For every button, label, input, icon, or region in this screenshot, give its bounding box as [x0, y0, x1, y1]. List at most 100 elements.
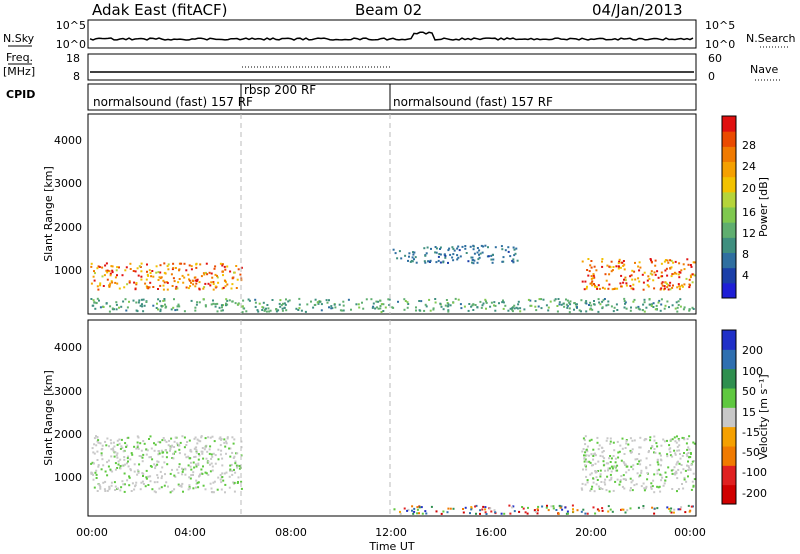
- heatmap-cell: [236, 482, 239, 484]
- heatmap-cell: [473, 252, 476, 255]
- noise-panel-frame: [87, 19, 697, 49]
- heatmap-cell: [418, 309, 421, 312]
- heatmap-cell: [110, 442, 113, 445]
- heatmap-cell: [233, 271, 235, 274]
- heatmap-cell: [610, 465, 613, 468]
- heatmap-cell: [217, 448, 220, 451]
- heatmap-cell: [664, 269, 667, 272]
- heatmap-cell: [213, 480, 216, 483]
- colorbar-segment: [722, 116, 736, 132]
- heatmap-cell: [142, 310, 145, 313]
- heatmap-cell: [224, 279, 227, 282]
- heatmap-cell: [683, 452, 685, 454]
- heatmap-cell: [189, 477, 192, 480]
- heatmap-cell: [669, 281, 672, 284]
- colorbar-segment: [722, 484, 736, 505]
- heatmap-cell: [196, 481, 199, 484]
- heatmap-cell: [556, 305, 559, 307]
- heatmap-cell: [111, 281, 114, 284]
- heatmap-cell: [609, 455, 612, 457]
- heatmap-cell: [683, 478, 686, 481]
- heatmap-cell: [611, 269, 614, 272]
- heatmap-cell: [117, 487, 119, 490]
- heatmap-cell: [212, 452, 215, 455]
- heatmap-cell: [195, 486, 197, 489]
- heatmap-cell: [190, 281, 192, 284]
- y-tick-3000: 3000: [54, 177, 82, 190]
- velocity-y-ticks: 1000 2000 3000 4000: [54, 341, 82, 484]
- heatmap-cell: [205, 457, 208, 460]
- heatmap-cell: [210, 491, 213, 493]
- heatmap-cell: [678, 444, 681, 447]
- heatmap-cell: [447, 507, 450, 510]
- heatmap-cell: [512, 505, 515, 508]
- heatmap-cell: [561, 508, 564, 511]
- heatmap-cell: [638, 446, 641, 449]
- heatmap-cell: [157, 279, 160, 281]
- heatmap-cell: [627, 469, 630, 472]
- heatmap-cell: [578, 309, 581, 312]
- heatmap-cell: [607, 287, 610, 290]
- heatmap-cell: [680, 506, 683, 509]
- heatmap-cell: [558, 303, 561, 306]
- heatmap-cell: [545, 304, 548, 307]
- heatmap-cell: [96, 490, 99, 492]
- heatmap-cell: [437, 259, 440, 262]
- heatmap-cell: [203, 273, 206, 276]
- heatmap-cell: [630, 451, 633, 454]
- heatmap-cell: [592, 477, 595, 480]
- heatmap-cell: [678, 262, 681, 265]
- heatmap-cell: [277, 309, 280, 312]
- colorbar-segment: [722, 131, 736, 147]
- heatmap-cell: [592, 273, 595, 276]
- heatmap-cell: [230, 287, 233, 290]
- heatmap-cell: [662, 484, 665, 487]
- heatmap-cell: [625, 282, 628, 285]
- heatmap-cell: [650, 305, 653, 307]
- heatmap-cell: [464, 245, 467, 247]
- heatmap-cell: [160, 304, 163, 307]
- heatmap-cell: [692, 485, 695, 488]
- heatmap-cell: [568, 301, 571, 304]
- heatmap-cell: [181, 473, 184, 476]
- heatmap-cell: [262, 301, 265, 304]
- heatmap-cell: [511, 310, 514, 313]
- heatmap-cell: [662, 438, 665, 441]
- heatmap-cell: [334, 306, 337, 309]
- heatmap-cell: [518, 510, 521, 513]
- heatmap-cell: [173, 474, 176, 477]
- heatmap-cell: [670, 266, 673, 269]
- heatmap-cell: [648, 277, 651, 280]
- noise-tick-left-low: 10^0: [56, 38, 86, 51]
- heatmap-cell: [146, 263, 148, 266]
- heatmap-cell: [333, 303, 336, 306]
- heatmap-cell: [388, 304, 391, 306]
- heatmap-cell: [603, 298, 606, 300]
- heatmap-cell: [623, 306, 626, 309]
- heatmap-cell: [595, 269, 598, 272]
- colorbar-segment: [722, 349, 736, 370]
- heatmap-cell: [586, 285, 588, 288]
- heatmap-cell: [590, 275, 593, 278]
- heatmap-cell: [676, 445, 679, 448]
- heatmap-cell: [480, 244, 483, 247]
- heatmap-cell: [631, 278, 634, 281]
- heatmap-cell: [615, 265, 618, 268]
- heatmap-cell: [693, 478, 696, 481]
- heatmap-cell: [563, 305, 566, 308]
- heatmap-cell: [637, 307, 640, 310]
- heatmap-cell: [141, 472, 144, 475]
- heatmap-cell: [660, 271, 663, 274]
- heatmap-cell: [624, 301, 627, 304]
- heatmap-cell: [111, 271, 114, 274]
- heatmap-cell: [195, 449, 198, 452]
- heatmap-cell: [573, 302, 576, 304]
- heatmap-cell: [161, 455, 164, 458]
- heatmap-cell: [679, 305, 682, 308]
- heatmap-cell: [185, 286, 188, 289]
- heatmap-cell: [399, 512, 402, 515]
- heatmap-cell: [271, 299, 274, 301]
- heatmap-cell: [240, 487, 243, 490]
- heatmap-cell: [151, 458, 154, 461]
- heatmap-cell: [97, 265, 100, 268]
